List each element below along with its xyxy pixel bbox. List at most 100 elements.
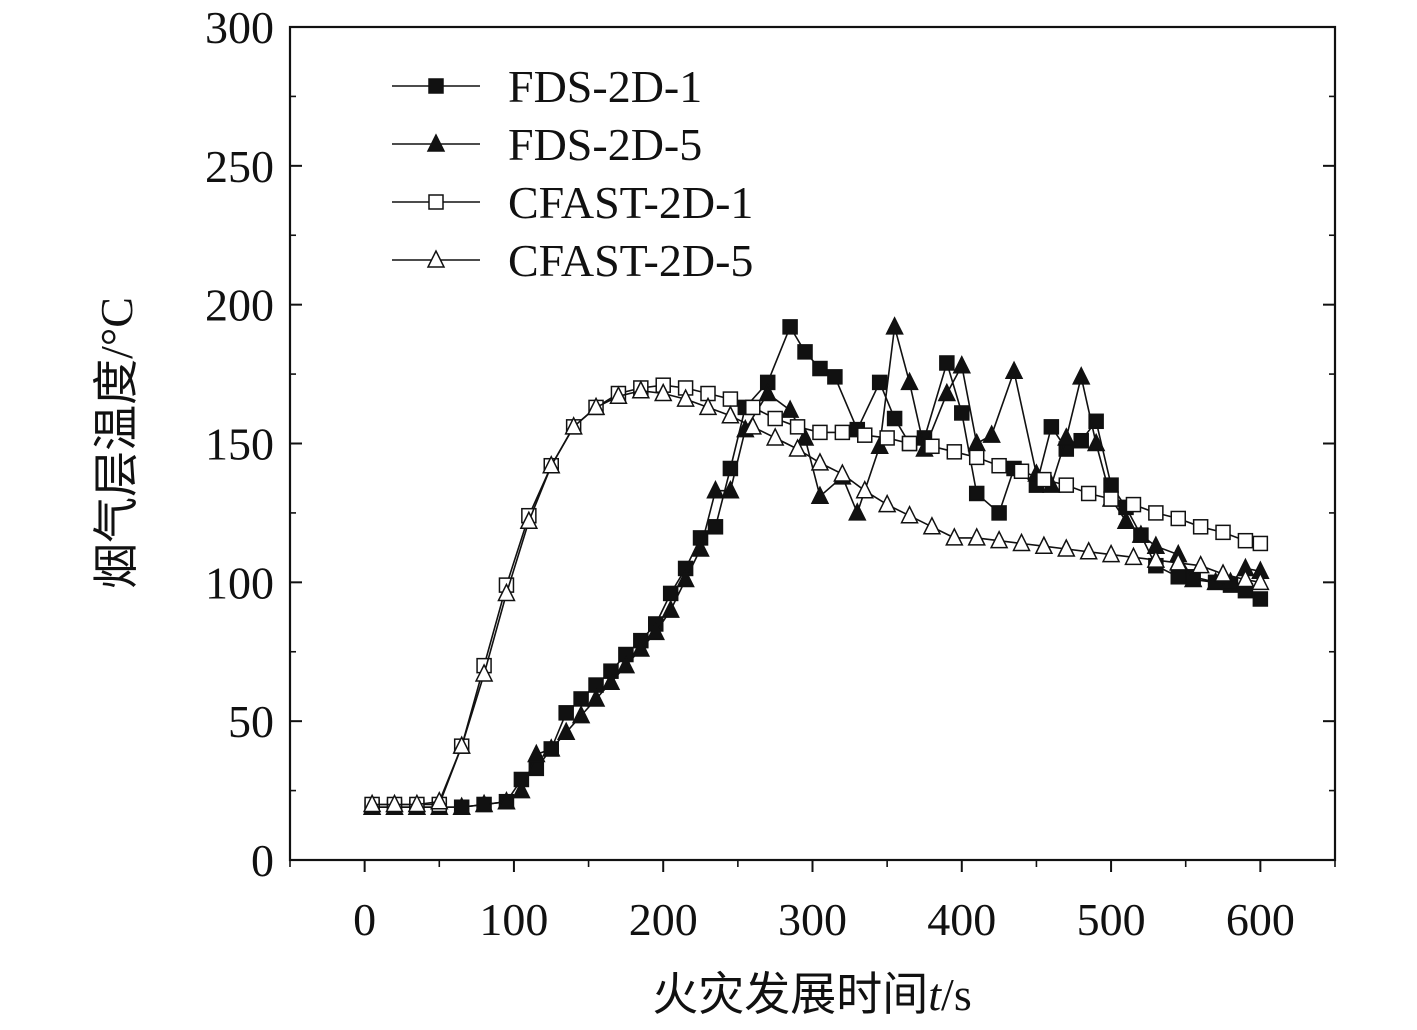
data-point (1072, 366, 1091, 385)
legend-label: CFAST-2D-1 (508, 177, 753, 228)
data-point (609, 385, 628, 405)
data-point (1057, 427, 1076, 446)
data-point (1170, 569, 1186, 585)
data-point (676, 388, 695, 407)
data-point (782, 319, 798, 335)
data-point (1148, 505, 1164, 521)
data-point (558, 705, 574, 721)
data-point (601, 671, 621, 691)
data-point (1125, 496, 1142, 513)
data-point (556, 721, 576, 741)
data-point (857, 427, 873, 443)
data-point (871, 374, 888, 391)
data-point (967, 527, 986, 546)
data-point (810, 452, 830, 471)
data-point (886, 410, 903, 427)
data-point (968, 485, 985, 502)
data-point (1192, 519, 1209, 535)
data-point (1004, 360, 1024, 380)
legend-label: CFAST-2D-5 (508, 235, 753, 286)
data-point (924, 438, 940, 455)
data-point (706, 480, 725, 499)
y-tick-label: 100 (205, 557, 274, 608)
data-point (721, 480, 740, 499)
legend-marker (428, 194, 444, 210)
data-point (1073, 432, 1089, 449)
data-point (855, 480, 874, 499)
data-point (989, 530, 1009, 549)
data-point (1086, 432, 1106, 452)
data-point (1237, 532, 1254, 549)
legend: FDS-2D-1 FDS-2D-5 CFAST-2D-1 CFAST-2D-5 (392, 61, 753, 286)
data-point (952, 355, 971, 374)
data-point (631, 638, 651, 657)
data-point (519, 510, 539, 529)
data-point (586, 688, 606, 707)
data-point (1169, 552, 1188, 571)
series-line (372, 325, 1261, 809)
legend-entry: CFAST-2D-1 (392, 177, 753, 228)
series-line (372, 326, 1261, 809)
data-point (1101, 543, 1121, 563)
data-point (812, 360, 828, 377)
data-point (1034, 535, 1054, 554)
data-point (385, 793, 404, 813)
data-point (901, 435, 918, 452)
data-point (1013, 463, 1030, 480)
data-point (765, 427, 785, 446)
data-point (676, 568, 695, 588)
legend-entry: FDS-2D-1 (392, 61, 702, 112)
legend-marker (428, 78, 444, 94)
data-point (833, 463, 852, 482)
data-point (452, 796, 471, 815)
data-point (885, 316, 904, 335)
data-point (991, 457, 1007, 474)
data-point (834, 424, 851, 441)
data-point (722, 460, 739, 477)
x-tick-label: 100 (479, 894, 548, 945)
data-point (991, 505, 1007, 521)
data-point (1252, 535, 1269, 552)
data-point (661, 599, 680, 618)
x-tick-label: 0 (353, 894, 376, 945)
legend-label: FDS-2D-5 (508, 119, 702, 170)
y-tick-label: 150 (205, 419, 274, 470)
data-point (1183, 568, 1203, 588)
x-tick-label: 600 (1226, 894, 1295, 945)
data-point (1146, 549, 1166, 568)
x-tick-label: 500 (1077, 894, 1146, 945)
data-point (564, 416, 583, 435)
data-point (1131, 524, 1151, 543)
data-point (745, 399, 761, 416)
data-point (946, 444, 963, 460)
legend-marker (426, 133, 446, 152)
data-point (654, 382, 673, 402)
data-point (698, 396, 718, 416)
y-axis-title: 烟气层温度/°C (91, 297, 142, 589)
series-cfast-2d-5 (362, 380, 1270, 813)
legend-entry: CFAST-2D-5 (392, 235, 753, 286)
data-point (827, 369, 843, 385)
data-point (1170, 510, 1186, 527)
x-tick-label: 400 (927, 894, 996, 945)
y-tick-label: 250 (205, 141, 274, 192)
data-point (1116, 510, 1136, 529)
data-point (631, 380, 651, 399)
data-point (1252, 591, 1269, 607)
x-axis-title: 火灾发展时间t/s (652, 969, 971, 1020)
data-point (810, 485, 830, 505)
legend-entry: FDS-2D-5 (392, 119, 702, 170)
data-point (542, 738, 561, 757)
data-point (1213, 563, 1233, 582)
data-point (1191, 554, 1210, 574)
data-point (586, 396, 606, 416)
data-point (1079, 541, 1098, 560)
data-point (795, 427, 815, 446)
data-point (542, 455, 561, 474)
data-point (497, 582, 516, 602)
legend-label: FDS-2D-1 (508, 61, 702, 112)
data-point (982, 424, 1001, 443)
data-point (967, 432, 986, 452)
data-point (721, 405, 740, 424)
